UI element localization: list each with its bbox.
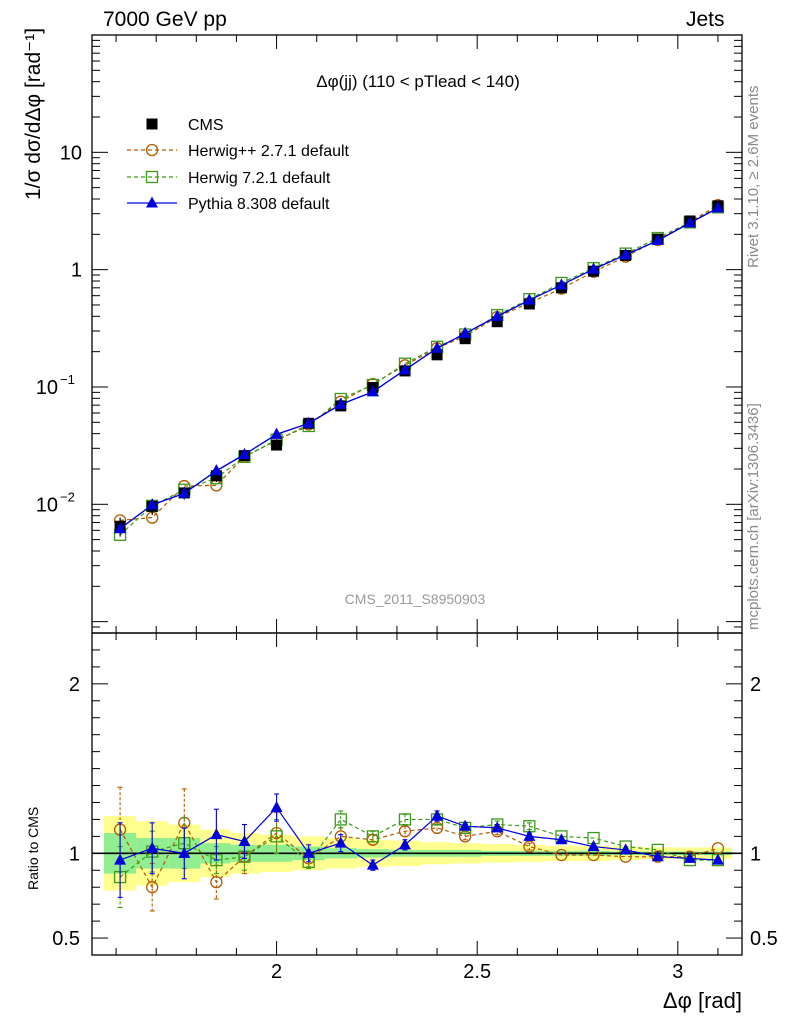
ratio-axis-label: Ratio to CMS — [25, 807, 41, 890]
ratio-point — [146, 841, 159, 853]
legend-marker — [146, 118, 158, 130]
header-observable-label: Jets — [686, 8, 725, 31]
ratio-point — [178, 846, 191, 858]
ratio-point — [555, 833, 568, 845]
ratio-line — [119, 821, 719, 889]
ratio-panel-frame — [91, 632, 743, 956]
series-point — [431, 341, 444, 353]
data-point — [491, 316, 503, 328]
ratio-point — [587, 840, 600, 852]
ratio-point — [398, 825, 412, 838]
ratio-point — [398, 813, 412, 826]
ratio-y-tick-label-left: 2 — [69, 674, 80, 696]
ratio-y-tick-label-right: 0.5 — [750, 928, 778, 950]
y-tick-label: 1 — [71, 260, 82, 282]
side-mcplots-label: mcplots.cern.ch [arXiv:1306.3436] — [745, 403, 762, 630]
side-rivet-label: Rivet 3.1.10, ≥ 2.6M events — [745, 85, 762, 269]
ratio-point — [366, 858, 379, 870]
series-point — [398, 363, 411, 375]
legend-label: Herwig 7.2.1 default — [188, 170, 331, 187]
main-axis-label: 1/σ dσ/dΔφ [rad⁻¹] — [22, 28, 45, 200]
series-point — [238, 447, 251, 459]
x-tick-label: 3 — [672, 961, 683, 983]
data-point — [271, 439, 283, 451]
y-tick-label-exponent: −1 — [60, 372, 75, 387]
ratio-point — [366, 830, 380, 843]
series-point — [366, 385, 379, 397]
ratio-point — [302, 846, 315, 858]
series-point — [587, 262, 600, 274]
legend-label: CMS — [188, 117, 224, 134]
data-point — [459, 333, 471, 345]
ratio-y-tick-label-left: 0.5 — [52, 928, 80, 950]
header-process-label: 7000 GeV pp — [103, 8, 227, 31]
ratio-y-tick-label-left: 1 — [69, 843, 80, 865]
plot-frame — [91, 34, 743, 956]
series-point — [651, 234, 664, 246]
y-tick-label: 10 — [36, 494, 58, 516]
series-point — [146, 498, 159, 510]
ratio-point — [619, 843, 632, 855]
axis-ticks — [92, 35, 742, 955]
series-point — [210, 464, 223, 476]
x-tick-label: 2.5 — [463, 961, 491, 983]
y-tick-label-exponent: −2 — [60, 489, 75, 504]
ratio-point — [459, 819, 472, 831]
ratio-point — [334, 813, 347, 826]
data-point — [210, 470, 222, 482]
data-point — [431, 349, 443, 361]
series-point — [619, 248, 632, 260]
analysis-watermark: CMS_2011_S8950903 — [345, 591, 486, 607]
legend-marker — [145, 143, 159, 157]
series-point — [114, 522, 127, 534]
x-axis-label: Δφ [rad] — [663, 988, 742, 1013]
series-point — [302, 416, 315, 428]
ratio-point — [270, 830, 283, 843]
legend-label: Herwig++ 2.7.1 default — [188, 143, 350, 160]
series-point — [683, 216, 696, 228]
ratio-point — [430, 821, 444, 835]
ratio-point — [683, 851, 696, 863]
series-point — [555, 278, 568, 290]
ratio-point — [431, 809, 444, 821]
ratio-point — [523, 829, 536, 841]
ratio-series-group — [113, 786, 725, 912]
series-point — [270, 427, 283, 439]
series-point — [491, 309, 504, 321]
ratio-point — [238, 834, 251, 846]
ratio-point — [651, 850, 664, 862]
ratio-point — [711, 853, 724, 865]
series-point — [523, 293, 536, 305]
ratio-y-tick-label-right: 1 — [750, 843, 761, 865]
ratio-point — [146, 881, 159, 894]
series-line — [119, 207, 719, 530]
ratio-line — [119, 806, 718, 866]
x-tick-label: 2 — [271, 961, 282, 983]
ratio-point — [523, 840, 536, 853]
y-tick-label: 10 — [60, 142, 82, 164]
ratio-point — [114, 853, 127, 865]
ratio-point — [210, 875, 223, 889]
ratio-y-tick-label-right: 2 — [750, 674, 761, 696]
ratio-point — [270, 801, 283, 813]
series-point — [711, 201, 724, 213]
ratio-point — [491, 821, 504, 833]
main-axis-label-text: 1/σ dσ/dΔφ [rad⁻¹] — [22, 28, 45, 200]
series-point — [178, 486, 191, 498]
main-series-group — [113, 198, 725, 541]
legend-label: Pythia 8.308 default — [188, 196, 330, 213]
ratio-point — [555, 848, 568, 862]
series-point — [459, 326, 472, 338]
series-point — [334, 397, 347, 409]
chart-title: Δφ(jj) (110 < pTlead < 140) — [316, 72, 520, 91]
legend-marker — [146, 196, 158, 208]
ratio-point — [398, 838, 411, 850]
y-tick-label: 10 — [36, 377, 58, 399]
ratio-point — [334, 836, 347, 848]
ratio-point — [210, 828, 223, 840]
legend-marker — [145, 170, 159, 184]
legend: CMS Herwig++ 2.7.1 default Herwig 7.2.1 de… — [127, 117, 350, 213]
